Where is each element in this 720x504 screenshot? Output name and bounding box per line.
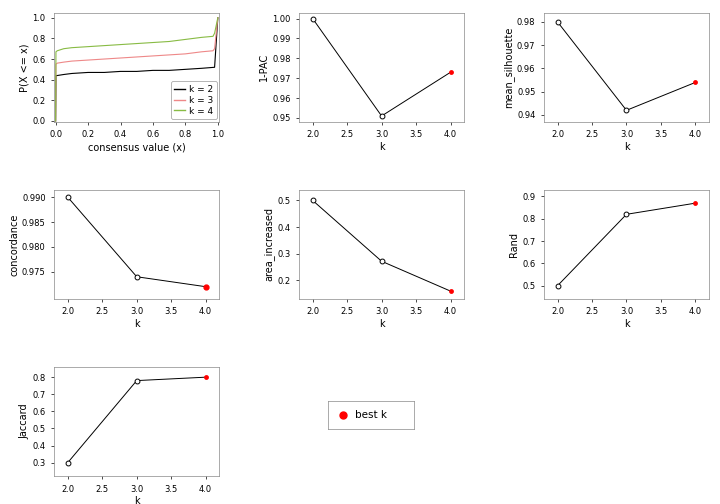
- Y-axis label: Jaccard: Jaccard: [19, 404, 30, 439]
- X-axis label: k: k: [624, 319, 629, 329]
- Legend: k = 2, k = 3, k = 4: k = 2, k = 3, k = 4: [171, 82, 217, 119]
- Y-axis label: 1-PAC: 1-PAC: [259, 53, 269, 82]
- X-axis label: k: k: [624, 142, 629, 152]
- X-axis label: k: k: [134, 319, 140, 329]
- X-axis label: k: k: [379, 142, 384, 152]
- Y-axis label: concordance: concordance: [9, 213, 19, 276]
- Y-axis label: area_increased: area_increased: [264, 208, 274, 281]
- X-axis label: k: k: [134, 496, 140, 504]
- X-axis label: k: k: [379, 319, 384, 329]
- Y-axis label: P(X <= x): P(X <= x): [19, 43, 30, 92]
- Text: best k: best k: [356, 410, 387, 420]
- Y-axis label: mean_silhouette: mean_silhouette: [503, 27, 514, 108]
- X-axis label: consensus value (x): consensus value (x): [88, 142, 186, 152]
- Y-axis label: Rand: Rand: [509, 232, 519, 257]
